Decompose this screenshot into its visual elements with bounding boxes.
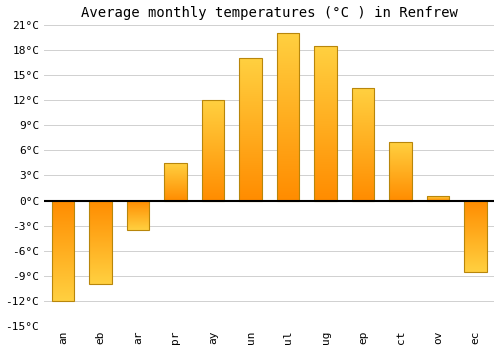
Bar [202,100,224,201]
Bar [164,163,187,201]
Bar [277,33,299,201]
Bar [52,201,74,301]
Bar [89,201,112,284]
Bar [352,88,374,201]
Title: Average monthly temperatures (°C ) in Renfrew: Average monthly temperatures (°C ) in Re… [81,6,458,20]
Bar [126,201,149,230]
Bar [464,201,487,272]
Bar [390,142,412,201]
Bar [240,58,262,201]
Bar [427,196,450,201]
Bar [314,46,337,201]
